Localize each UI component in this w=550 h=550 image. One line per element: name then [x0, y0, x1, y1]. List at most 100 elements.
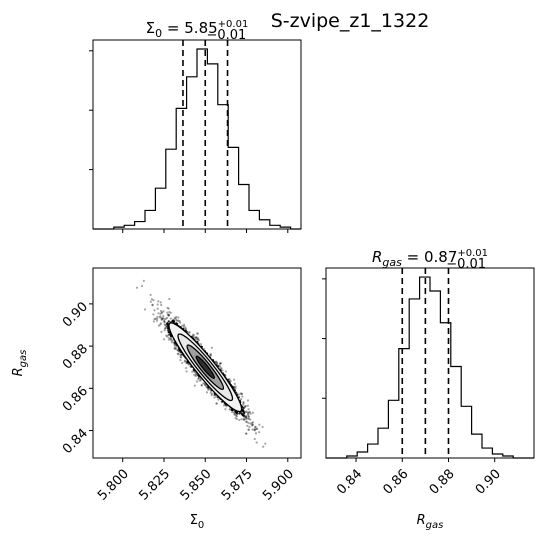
- scatter-point: [236, 412, 239, 415]
- scatter-point: [170, 341, 173, 344]
- scatter-point: [195, 380, 199, 383]
- scatter-point: [173, 347, 177, 350]
- scatter-point: [163, 320, 166, 323]
- scatter-point: [202, 382, 205, 385]
- scatter-point: [234, 386, 237, 390]
- scatter-point: [246, 411, 249, 414]
- scatter-point: [225, 405, 228, 408]
- scatter-point: [165, 334, 168, 337]
- scatter-point: [163, 319, 166, 322]
- scatter-point: [247, 428, 250, 431]
- scatter-point: [215, 402, 218, 405]
- scatter-point: [154, 317, 157, 320]
- scatter-point: [264, 442, 267, 445]
- rgas-marginal-xtick-label-3: 0.90: [473, 467, 504, 498]
- scatter-point: [166, 322, 169, 325]
- scatter-point: [196, 332, 199, 335]
- scatter-point: [238, 418, 241, 422]
- scatter-point: [174, 347, 177, 351]
- scatter-point: [150, 298, 153, 301]
- scatter-point: [156, 315, 159, 318]
- rgas-marginal-title: Rgas = 0.87+0.01: [372, 248, 488, 269]
- scatter-point: [247, 415, 250, 418]
- scatter-point: [160, 317, 163, 320]
- scatter-point: [242, 403, 245, 406]
- scatter-point: [151, 304, 154, 307]
- scatter-point: [159, 315, 162, 318]
- sigma0-marginal-frame: [92, 39, 302, 230]
- scatter-point: [215, 361, 218, 364]
- scatter-point: [149, 300, 152, 303]
- scatter-point: [210, 392, 214, 395]
- scatter-point: [244, 410, 247, 414]
- scatter-point: [171, 339, 174, 342]
- scatter-point: [247, 412, 250, 415]
- scatter-point: [203, 382, 206, 386]
- scatter-point: [253, 429, 257, 432]
- joint-plot-area: [135, 279, 267, 448]
- scatter-point: [237, 393, 240, 396]
- scatter-point: [163, 329, 166, 332]
- joint-xlabel-symbol: Σ: [190, 513, 198, 528]
- scatter-point: [178, 320, 181, 323]
- joint-xtick-label-1: 5.825: [136, 467, 173, 504]
- scatter-point: [159, 312, 162, 315]
- rgas-marginal-title-minus: −0.01: [446, 257, 486, 272]
- scatter-point: [228, 408, 231, 411]
- scatter-point: [249, 412, 252, 415]
- scatter-point: [198, 379, 201, 382]
- scatter-point: [168, 331, 171, 334]
- joint-xlabel-subscript: 0: [198, 520, 204, 531]
- scatter-point: [152, 313, 155, 316]
- scatter-point: [213, 394, 216, 397]
- scatter-point: [179, 355, 182, 358]
- scatter-point: [240, 418, 243, 421]
- scatter-point: [170, 339, 173, 342]
- scatter-point: [193, 336, 196, 339]
- scatter-point: [218, 364, 221, 367]
- scatter-point: [215, 402, 218, 405]
- scatter-point: [175, 319, 178, 322]
- scatter-point: [142, 279, 145, 282]
- scatter-point: [251, 423, 254, 427]
- scatter-point: [166, 306, 169, 310]
- scatter-point: [242, 402, 245, 405]
- scatter-point: [194, 373, 198, 376]
- joint-xtick-label-4: 5.900: [260, 467, 297, 504]
- scatter-point: [210, 346, 213, 349]
- scatter-point: [191, 334, 194, 338]
- scatter-point: [156, 307, 159, 310]
- joint-xtick-label-0: 5.800: [95, 467, 132, 504]
- scatter-point: [149, 293, 152, 296]
- scatter-point: [196, 332, 199, 335]
- joint-ytick-label-1: 0.86: [60, 384, 91, 415]
- scatter-point: [198, 376, 201, 379]
- scatter-point: [155, 319, 159, 322]
- scatter-point: [160, 318, 163, 321]
- scatter-point: [247, 428, 250, 431]
- scatter-point: [219, 362, 222, 365]
- scatter-point: [199, 379, 202, 382]
- scatter-point: [167, 333, 170, 337]
- scatter-point: [159, 322, 163, 325]
- scatter-point: [224, 370, 228, 373]
- rgas-marginal-frame: [325, 267, 535, 459]
- scatter-point: [173, 347, 176, 350]
- scatter-point: [175, 315, 178, 319]
- scatter-point: [246, 417, 249, 420]
- scatter-point: [162, 338, 166, 341]
- scatter-point: [234, 413, 237, 416]
- rgas-xlabel-subscript: gas: [426, 520, 444, 531]
- scatter-point: [207, 388, 210, 391]
- scatter-point: [162, 315, 165, 318]
- contour-level-3: [195, 355, 215, 379]
- scatter-point: [234, 385, 237, 388]
- scatter-point: [253, 428, 256, 431]
- scatter-point: [241, 409, 245, 412]
- joint-ylabel: Rgas: [11, 350, 29, 377]
- scatter-point: [209, 352, 212, 356]
- scatter-point: [167, 320, 170, 323]
- sigma0-marginal-title-plus: +0.01: [218, 19, 249, 30]
- scatter-point: [247, 421, 250, 425]
- scatter-point: [248, 410, 252, 414]
